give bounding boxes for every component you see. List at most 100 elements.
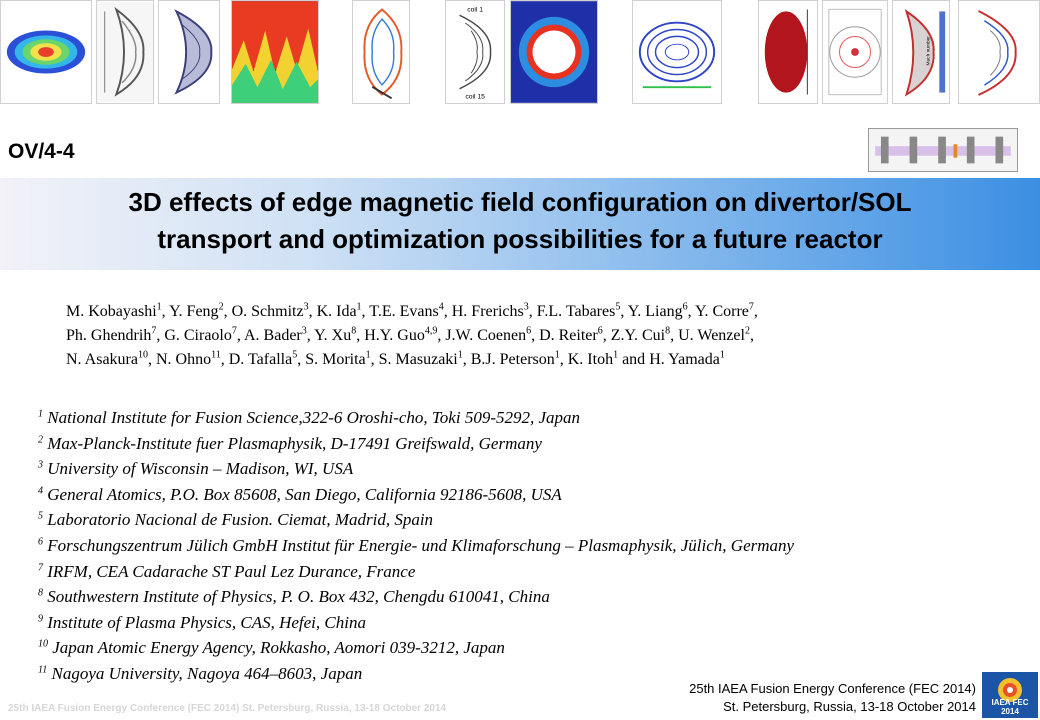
author-affiliation-number: 7: [748, 301, 754, 313]
author-name: Y. Feng: [169, 303, 219, 320]
figure-strip: coil 1 coil 15: [0, 0, 1040, 130]
author-affiliation-number: 1: [613, 349, 619, 361]
affiliation-number: 4: [38, 485, 43, 497]
author-name: G. Ciraolo: [164, 327, 232, 344]
ring-heatmap-figure: [510, 0, 598, 104]
author-affiliation-number: 2: [744, 325, 750, 337]
affiliation-text: Institute of Plasma Physics, CAS, Hefei,…: [43, 612, 366, 632]
affiliation-item: 6 Forschungszentrum Jülich GmbH Institut…: [38, 533, 1028, 559]
author-name: S. Morita: [305, 351, 366, 368]
author-affiliation-number: 3: [301, 325, 307, 337]
affiliation-number: 9: [38, 613, 43, 625]
affiliation-item: 10 Japan Atomic Energy Agency, Rokkasho,…: [38, 635, 1028, 661]
affiliation-item: 1 National Institute for Fusion Science,…: [38, 405, 1028, 431]
affiliation-item: 11 Nagoya University, Nagoya 464–8603, J…: [38, 661, 1028, 687]
author-affiliation-number: 7: [151, 325, 157, 337]
affiliation-number: 2: [38, 433, 43, 445]
vessel-cross-section-figure: [96, 0, 154, 104]
author-affiliation-number: 1: [719, 349, 725, 361]
author-affiliation-number: 7: [231, 325, 237, 337]
affiliation-number: 7: [38, 561, 43, 573]
title-line-2: transport and optimization possibilities…: [157, 224, 883, 254]
affiliation-text: Laboratorio Nacional de Fusion. Ciemat, …: [43, 510, 434, 530]
mach-number-axis-label: Mach number: [926, 36, 932, 66]
author-affiliation-number: 5: [615, 301, 621, 313]
author-name: Y. Xu: [314, 327, 352, 344]
author-affiliation-number: 10: [137, 349, 148, 361]
affiliation-text: General Atomics, P.O. Box 85608, San Die…: [43, 484, 562, 504]
affiliation-number: 1: [38, 408, 43, 420]
crescent-plasma-figure: [158, 0, 220, 104]
affiliation-text: University of Wisconsin – Madison, WI, U…: [43, 459, 354, 479]
logo-text: IAEA FEC 2014: [991, 698, 1029, 716]
affiliation-number: 3: [38, 459, 43, 471]
author-affiliation-number: 6: [682, 301, 688, 313]
author-affiliation-number: 4: [438, 301, 444, 313]
affiliation-text: Japan Atomic Energy Agency, Rokkasho, Ao…: [48, 638, 505, 658]
plasma-core-figure: [758, 0, 818, 104]
conference-name: 25th IAEA Fusion Energy Conference (FEC …: [689, 681, 976, 696]
author-affiliation-number: 1: [365, 349, 371, 361]
presentation-title: 3D effects of edge magnetic field config…: [0, 184, 1040, 258]
author-affiliation-number: 1: [156, 301, 162, 313]
affiliation-item: 5 Laboratorio Nacional de Fusion. Ciemat…: [38, 507, 1028, 533]
conference-location: St. Petersburg, Russia, 13-18 October 20…: [723, 699, 976, 714]
author-name: T.E. Evans: [369, 303, 439, 320]
affiliation-text: National Institute for Fusion Science,32…: [43, 408, 581, 427]
flux-surface-figure: [958, 0, 1040, 104]
device-schematic-figure: [868, 128, 1018, 172]
affiliation-item: 8 Southwestern Institute of Physics, P. …: [38, 584, 1028, 610]
author-name: S. Masuzaki: [378, 351, 458, 368]
affiliation-text: Southwestern Institute of Physics, P. O.…: [43, 587, 550, 607]
affiliation-list: 1 National Institute for Fusion Science,…: [38, 405, 1028, 687]
title-band: [0, 178, 1040, 270]
affiliation-text: Max-Planck-Institute fuer Plasmaphysik, …: [43, 433, 542, 453]
author-name: N. Ohno: [155, 351, 212, 368]
author-affiliation-number: 1: [356, 301, 362, 313]
coil-figure: coil 1 coil 15: [445, 0, 505, 104]
author-name: N. Asakura: [66, 351, 138, 368]
coil-15-label: coil 15: [465, 93, 485, 100]
affiliation-text: Forschungszentrum Jülich GmbH Institut f…: [43, 535, 795, 555]
affiliation-text: Nagoya University, Nagoya 464–8603, Japa…: [47, 663, 363, 683]
conference-footer: 25th IAEA Fusion Energy Conference (FEC …: [689, 680, 976, 716]
author-name: Z.Y. Cui: [610, 327, 666, 344]
author-name: Y. Liang: [627, 303, 683, 320]
author-list: M. Kobayashi1, Y. Feng2, O. Schmitz3, K.…: [66, 301, 758, 368]
paper-code: OV/4-4: [8, 140, 75, 163]
author-affiliation-number: 8: [665, 325, 671, 337]
author-name: D. Reiter: [539, 327, 598, 344]
author-affiliation-number: 2: [218, 301, 224, 313]
author-name: H.Y. Guo: [364, 327, 425, 344]
author-name: K. Ida: [316, 303, 357, 320]
divertor-profile-figure: [352, 0, 410, 104]
affiliation-number: 6: [38, 536, 43, 548]
heatmap-figure: [231, 0, 319, 104]
author-name: Ph. Ghendrih: [66, 327, 152, 344]
author-name: Y. Corre: [694, 303, 749, 320]
vessel-field-figure: [822, 0, 888, 104]
affiliation-item: 7 IRFM, CEA Cadarache ST Paul Lez Duranc…: [38, 559, 1028, 585]
author-name: U. Wenzel: [678, 327, 745, 344]
author-affiliation-number: 4,9: [424, 325, 438, 337]
affiliation-number: 10: [38, 638, 48, 650]
field-line-map-figure: [632, 0, 722, 104]
affiliation-item: 2 Max-Planck-Institute fuer Plasmaphysik…: [38, 431, 1028, 457]
iaea-fec-logo: IAEA FEC 2014: [982, 672, 1038, 718]
author-affiliation-number: 6: [597, 325, 603, 337]
footer-watermark: 25th IAEA Fusion Energy Conference (FEC …: [8, 703, 447, 714]
author-affiliation-number: 1: [457, 349, 463, 361]
author-name: M. Kobayashi: [66, 303, 157, 320]
author-name: J.W. Coenen: [445, 327, 527, 344]
author-affiliation-number: 3: [303, 301, 309, 313]
author-affiliation-number: 6: [526, 325, 532, 337]
affiliation-item: 3 University of Wisconsin – Madison, WI,…: [38, 456, 1028, 482]
author-affiliation-number: 3: [523, 301, 529, 313]
author-name: D. Tafalla: [228, 351, 293, 368]
author-name: H. Frerichs: [451, 303, 524, 320]
affiliation-number: 11: [38, 664, 48, 676]
author-name: H. Yamada: [649, 351, 720, 368]
author-affiliation-number: 5: [292, 349, 298, 361]
author-name: K. Itoh: [567, 351, 614, 368]
affiliation-text: IRFM, CEA Cadarache ST Paul Lez Durance,…: [43, 561, 416, 581]
